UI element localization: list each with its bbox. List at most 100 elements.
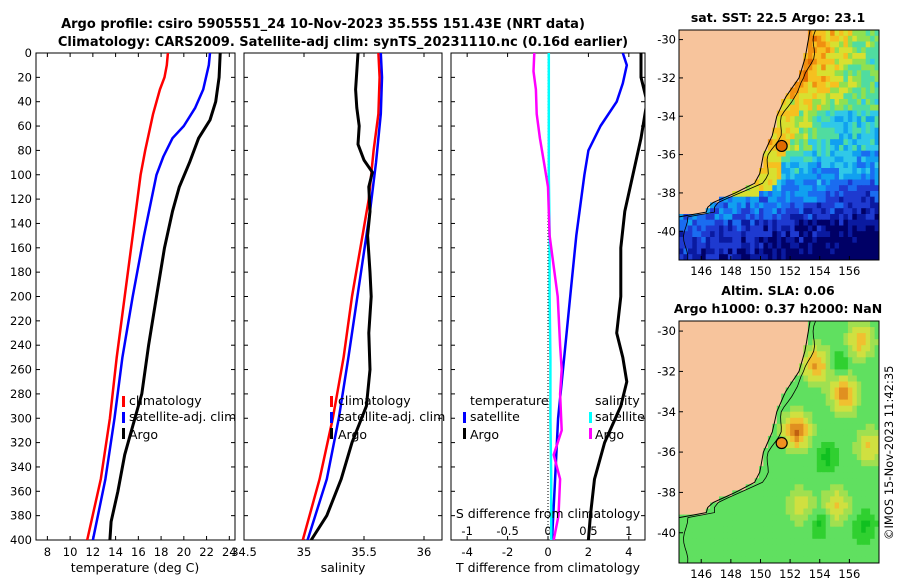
heat-cell: [861, 30, 867, 37]
heat-cell: [785, 393, 791, 401]
heat-cell: [861, 514, 867, 522]
heat-cell: [816, 321, 822, 328]
heat-cell: [776, 478, 782, 485]
heat-cell: [714, 514, 720, 522]
heat-cell: [683, 231, 689, 238]
heat-cell: [723, 544, 729, 552]
heat-cell: [799, 538, 804, 546]
heat-cell: [865, 466, 871, 473]
heat-cell: [839, 502, 844, 510]
heat-cell: [865, 104, 871, 111]
heat-cell: [843, 556, 849, 563]
heat-cell: [821, 423, 827, 431]
heat-cell: [794, 381, 800, 389]
heat-cell: [847, 538, 853, 546]
heat-cell: [785, 196, 791, 203]
heat-cell: [785, 162, 791, 169]
heat-cell: [830, 168, 836, 175]
heat-cell: [701, 237, 707, 244]
heat-cell: [870, 139, 876, 146]
heat-cell: [785, 133, 791, 140]
heat-cell: [816, 429, 822, 437]
heat-cell: [830, 219, 836, 226]
legend-swatch-t-argo: [463, 428, 466, 439]
heat-cell: [794, 423, 800, 431]
heat-cell: [865, 556, 871, 563]
heat-cell: [794, 122, 800, 129]
heat-cell: [874, 460, 879, 467]
heat-cell: [727, 242, 733, 249]
heat-cell: [732, 508, 738, 516]
heat-cell: [799, 168, 804, 175]
heat-cell: [745, 532, 751, 540]
heat-cell: [785, 423, 791, 431]
heat-cell: [821, 496, 827, 503]
heat-cell: [821, 466, 827, 473]
heat-cell: [830, 387, 836, 395]
heat-cell: [803, 208, 809, 215]
heat-cell: [839, 41, 844, 48]
heat-cell: [781, 156, 787, 163]
heat-cell: [852, 381, 858, 389]
heat-cell: [839, 133, 844, 140]
heat-cell: [812, 472, 818, 479]
heat-cell: [830, 563, 835, 570]
heat-cell: [794, 127, 800, 134]
heat-cell: [812, 87, 818, 94]
heat-cell: [741, 214, 747, 221]
heat-cell: [812, 478, 818, 485]
heat-cell: [865, 538, 871, 546]
heat-cell: [847, 87, 853, 94]
heat-cell: [825, 321, 831, 328]
heat-cell: [799, 363, 804, 370]
heat-cell: [803, 64, 809, 71]
heat-cell: [852, 369, 858, 376]
heat-cell: [861, 526, 867, 534]
heat-cell: [803, 363, 809, 370]
heat-cell: [790, 472, 796, 479]
heat-cell: [807, 423, 813, 431]
heat-cell: [799, 116, 804, 123]
heat-cell: [825, 466, 831, 473]
heat-cell: [834, 179, 840, 186]
heat-cell: [830, 173, 836, 180]
legend-label-t-argo: Argo: [470, 427, 499, 442]
heat-cell: [794, 196, 800, 203]
heat-cell: [852, 556, 858, 563]
heat-cell: [852, 202, 858, 209]
heat-cell: [843, 496, 849, 503]
heat-cell: [799, 225, 804, 232]
heat-cell: [772, 202, 778, 209]
heat-cell: [767, 168, 773, 175]
y-tick-label: 320: [10, 436, 32, 450]
heat-cell: [781, 185, 787, 192]
heat-cell: [856, 369, 862, 376]
heat-cell: [852, 150, 858, 157]
heat-cell: [692, 242, 698, 249]
heat-cell: [803, 93, 809, 100]
heat-cell: [715, 260, 720, 266]
heat-cell: [843, 490, 849, 497]
heat-cell: [799, 387, 804, 395]
heat-cell: [830, 405, 836, 413]
heat-cell: [821, 442, 827, 449]
heat-cell: [745, 208, 751, 215]
heat-cell: [821, 64, 827, 71]
heat-cell: [794, 242, 800, 249]
heat-cell: [799, 219, 804, 226]
heat-cell: [839, 58, 844, 66]
y-tick-label: 60: [17, 119, 32, 133]
heat-cell: [847, 64, 853, 71]
heat-cell: [834, 502, 840, 510]
heat-cell: [799, 544, 804, 552]
heat-cell: [856, 168, 862, 175]
heat-cell: [839, 357, 844, 364]
heat-cell: [856, 538, 862, 546]
heat-cell: [874, 93, 879, 100]
heat-cell: [799, 520, 804, 528]
heat-cell: [781, 208, 787, 215]
heat-cell: [825, 191, 831, 198]
heat-cell: [847, 53, 853, 60]
heat-cell: [866, 563, 871, 570]
heat-cell: [843, 405, 849, 413]
